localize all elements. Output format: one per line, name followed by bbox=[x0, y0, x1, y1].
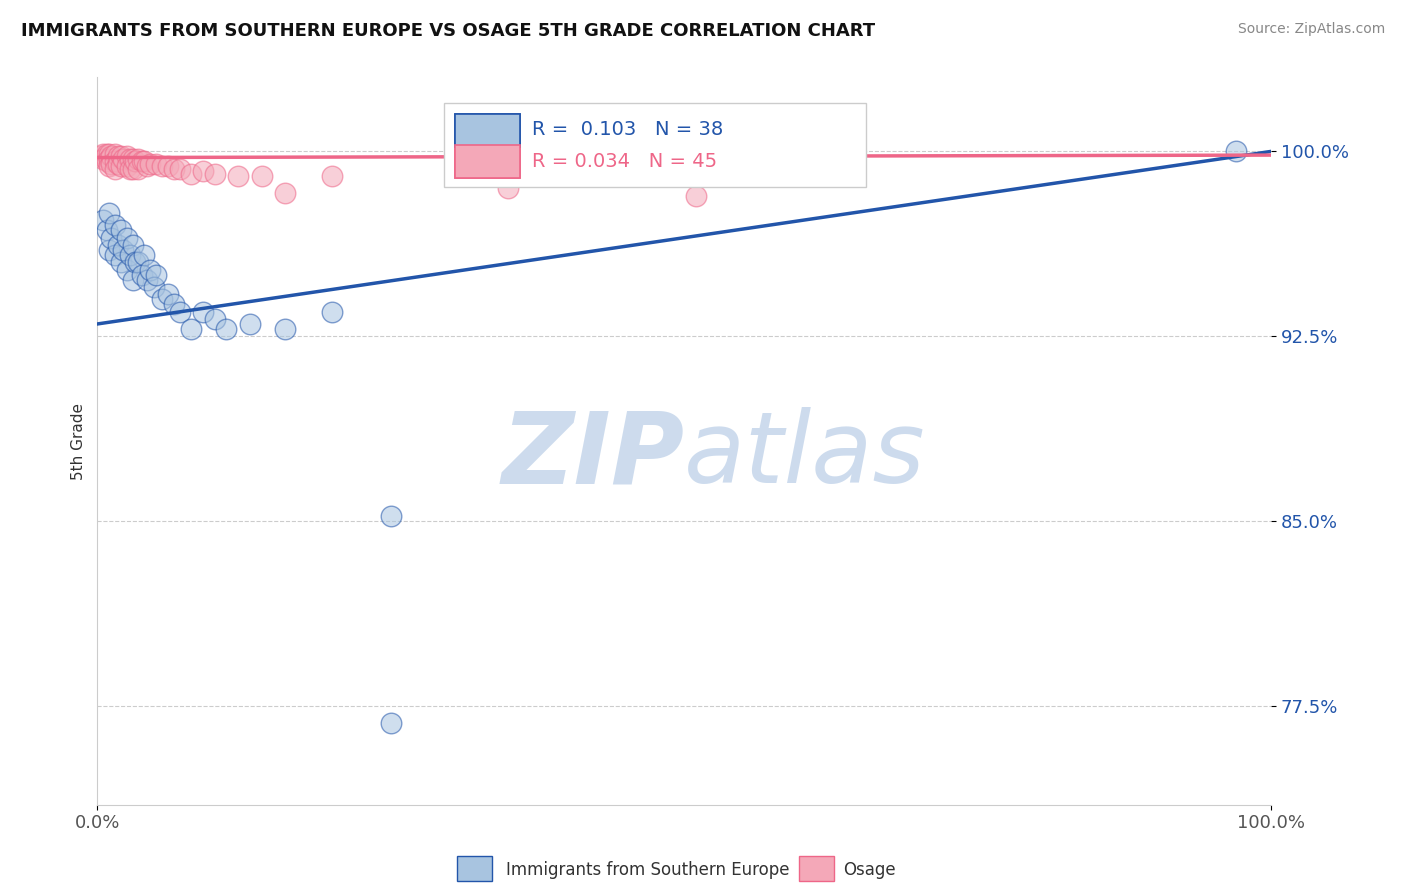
Point bbox=[124, 154, 146, 169]
Point bbox=[98, 206, 121, 220]
Point bbox=[90, 149, 112, 163]
Point bbox=[124, 255, 146, 269]
Point bbox=[121, 272, 143, 286]
Point bbox=[104, 219, 127, 233]
Text: Immigrants from Southern Europe: Immigrants from Southern Europe bbox=[506, 861, 790, 879]
Point bbox=[134, 248, 156, 262]
Point bbox=[226, 169, 249, 183]
Point bbox=[139, 262, 162, 277]
Point bbox=[98, 152, 121, 166]
Point bbox=[135, 159, 157, 173]
Point bbox=[145, 157, 167, 171]
Text: IMMIGRANTS FROM SOUTHERN EUROPE VS OSAGE 5TH GRADE CORRELATION CHART: IMMIGRANTS FROM SOUTHERN EUROPE VS OSAGE… bbox=[21, 22, 875, 40]
Point bbox=[191, 304, 214, 318]
Point bbox=[191, 164, 214, 178]
Point bbox=[96, 146, 118, 161]
Point bbox=[91, 213, 114, 227]
Point bbox=[685, 188, 707, 202]
Point bbox=[169, 161, 191, 176]
Point bbox=[150, 159, 173, 173]
FancyBboxPatch shape bbox=[456, 114, 520, 146]
Point bbox=[215, 322, 238, 336]
Point bbox=[121, 238, 143, 252]
Point bbox=[163, 297, 186, 311]
Point bbox=[104, 154, 127, 169]
Point bbox=[104, 248, 127, 262]
Point bbox=[100, 149, 122, 163]
Point bbox=[145, 268, 167, 282]
Point bbox=[100, 157, 122, 171]
Text: R = 0.034   N = 45: R = 0.034 N = 45 bbox=[531, 152, 717, 170]
Point bbox=[104, 161, 127, 176]
Point bbox=[250, 169, 273, 183]
Text: ZIP: ZIP bbox=[501, 407, 685, 504]
FancyBboxPatch shape bbox=[456, 145, 520, 178]
Point bbox=[163, 161, 186, 176]
Point bbox=[380, 716, 402, 731]
Point bbox=[131, 268, 153, 282]
Point bbox=[156, 159, 179, 173]
Point bbox=[120, 161, 142, 176]
Point bbox=[380, 509, 402, 524]
Point bbox=[120, 248, 142, 262]
Point bbox=[274, 186, 297, 201]
Point bbox=[110, 159, 132, 173]
Point bbox=[139, 157, 162, 171]
Point bbox=[239, 317, 262, 331]
Point bbox=[127, 161, 149, 176]
Point bbox=[115, 262, 138, 277]
Point bbox=[104, 146, 127, 161]
Point bbox=[156, 287, 179, 301]
Point bbox=[321, 169, 343, 183]
Y-axis label: 5th Grade: 5th Grade bbox=[72, 402, 86, 480]
Point bbox=[274, 322, 297, 336]
Point bbox=[135, 272, 157, 286]
Point bbox=[110, 223, 132, 237]
Text: Osage: Osage bbox=[844, 861, 896, 879]
Point bbox=[112, 152, 135, 166]
Text: R =  0.103   N = 38: R = 0.103 N = 38 bbox=[531, 120, 723, 139]
Point bbox=[96, 154, 118, 169]
Point bbox=[121, 161, 143, 176]
Point bbox=[107, 238, 129, 252]
Point bbox=[169, 304, 191, 318]
Point bbox=[115, 149, 138, 163]
Point bbox=[91, 152, 114, 166]
Point bbox=[110, 149, 132, 163]
Point bbox=[121, 152, 143, 166]
Point bbox=[131, 154, 153, 169]
Text: Source: ZipAtlas.com: Source: ZipAtlas.com bbox=[1237, 22, 1385, 37]
Point bbox=[115, 230, 138, 244]
Point bbox=[150, 293, 173, 307]
Point bbox=[91, 146, 114, 161]
Point bbox=[127, 255, 149, 269]
FancyBboxPatch shape bbox=[444, 103, 866, 186]
Text: atlas: atlas bbox=[685, 407, 925, 504]
Point bbox=[115, 159, 138, 173]
Point bbox=[120, 152, 142, 166]
Point bbox=[107, 149, 129, 163]
Point bbox=[107, 157, 129, 171]
Point bbox=[321, 304, 343, 318]
Point bbox=[100, 230, 122, 244]
Point bbox=[204, 167, 226, 181]
Point bbox=[98, 146, 121, 161]
Point bbox=[204, 312, 226, 326]
Point bbox=[180, 322, 202, 336]
Point bbox=[134, 154, 156, 169]
Point bbox=[98, 243, 121, 257]
Point bbox=[112, 243, 135, 257]
Point bbox=[142, 280, 165, 294]
FancyBboxPatch shape bbox=[456, 145, 520, 178]
Point bbox=[96, 223, 118, 237]
Point bbox=[180, 167, 202, 181]
Point bbox=[110, 255, 132, 269]
FancyBboxPatch shape bbox=[456, 114, 520, 146]
Point bbox=[98, 159, 121, 173]
Point bbox=[496, 181, 519, 195]
Point bbox=[127, 152, 149, 166]
Point bbox=[1225, 145, 1247, 159]
